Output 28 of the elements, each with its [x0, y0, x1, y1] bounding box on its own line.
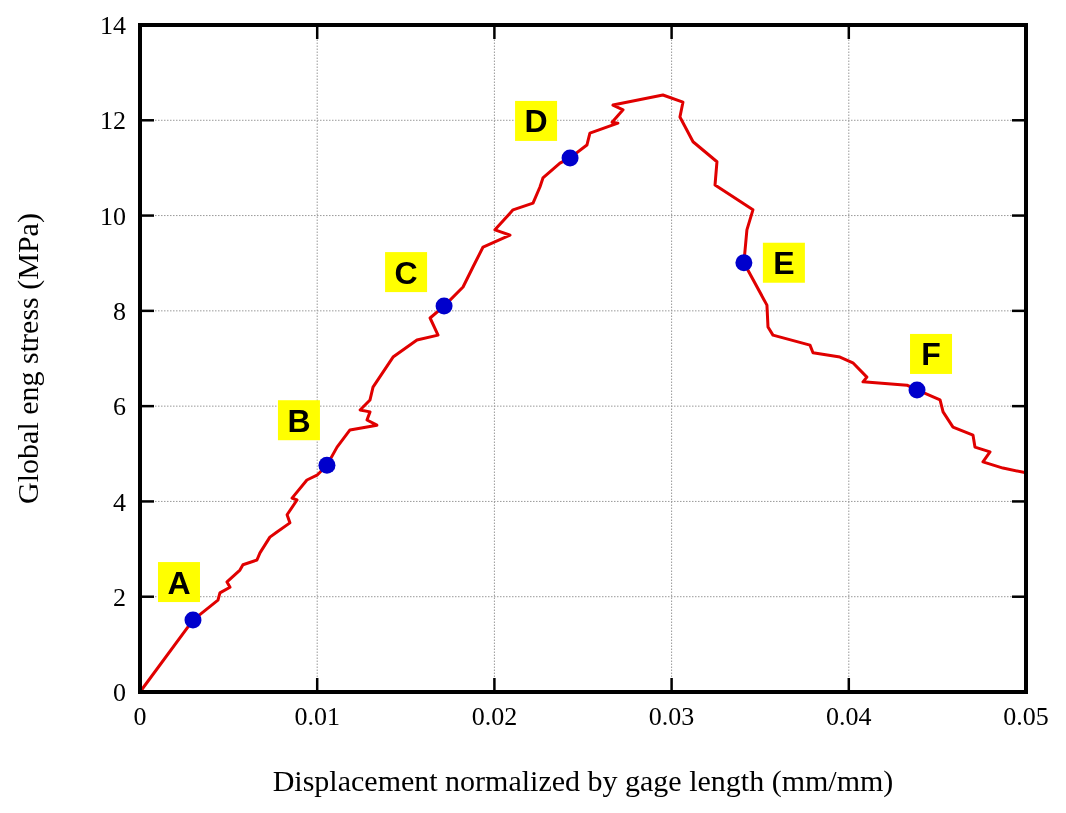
y-tick-label: 6 — [113, 392, 126, 422]
y-tick-label: 4 — [113, 487, 126, 517]
point — [318, 456, 336, 474]
point — [561, 149, 579, 167]
x-tick-label: 0.01 — [294, 702, 340, 731]
y-tick-label: 8 — [113, 296, 126, 326]
annotation: F — [921, 336, 941, 373]
y-axis-title: Global eng stress (MPa) — [11, 213, 45, 504]
x-tick-label: 0 — [133, 702, 147, 731]
point — [184, 611, 202, 629]
x-axis-title: Displacement normalized by gage length (mm/mm) — [272, 764, 894, 798]
y-tick-label: 12 — [100, 106, 126, 136]
annotation: B — [287, 402, 311, 439]
x-tick-label: 0.05 — [1003, 702, 1049, 731]
annotation: C — [394, 254, 418, 291]
annotation: A — [167, 564, 191, 601]
x-tick-label: 0.03 — [648, 702, 695, 731]
y-tick-label: 2 — [113, 582, 126, 612]
x-tick-label: 0.04 — [826, 702, 872, 731]
point — [735, 254, 753, 272]
point — [908, 381, 926, 399]
point — [435, 297, 453, 315]
x-tick-label: 0.02 — [471, 702, 518, 731]
annotation: E — [773, 245, 795, 282]
y-tick-label: 0 — [113, 678, 126, 708]
y-tick-label: 10 — [100, 201, 126, 231]
annotation: D — [524, 103, 548, 140]
y-tick-label: 14 — [100, 11, 126, 41]
